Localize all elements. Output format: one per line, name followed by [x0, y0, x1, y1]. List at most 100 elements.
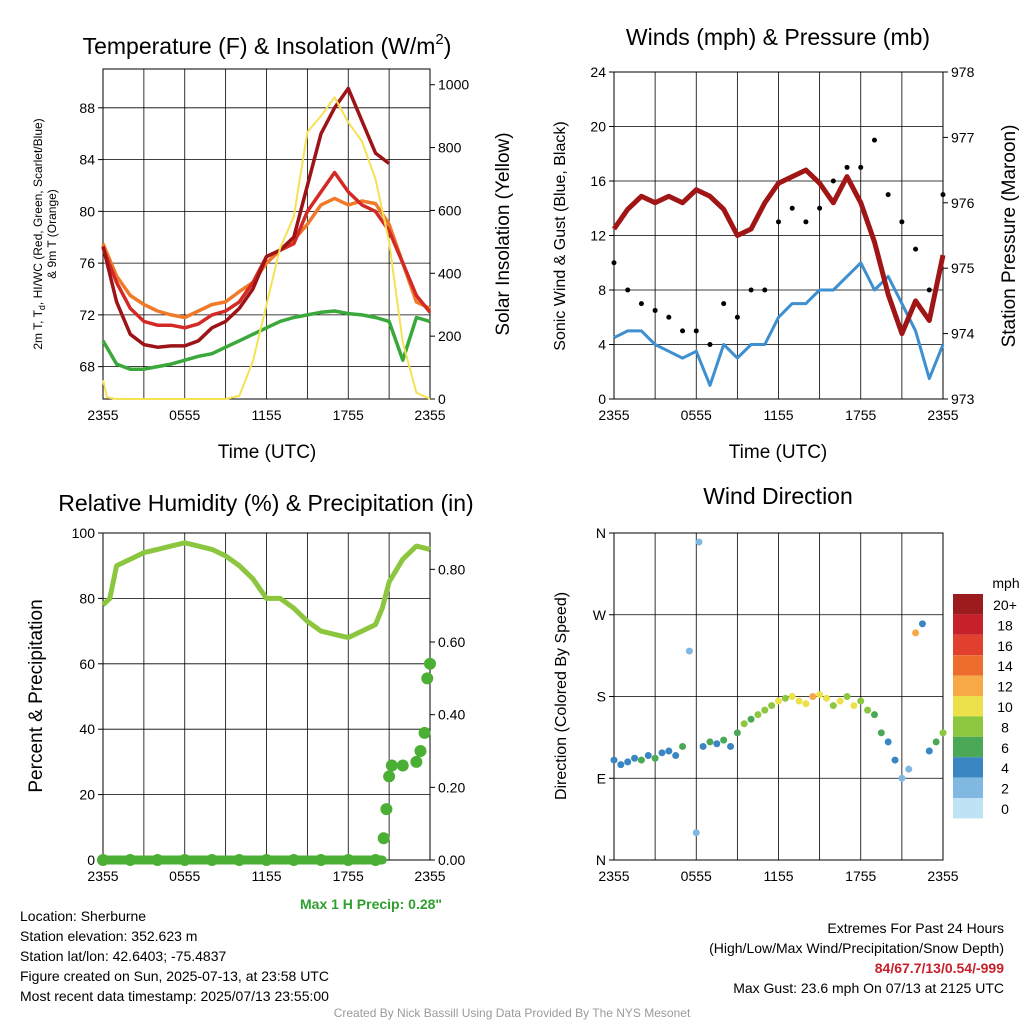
direction-point: [932, 738, 940, 746]
x-tick-label: 0555: [681, 868, 712, 884]
y2-tick-label: 0.00: [438, 852, 465, 868]
legend-swatch: [953, 798, 983, 819]
latlon-text: Station lat/lon: 42.6403; -75.4837: [20, 948, 227, 964]
wind-gust-point: [776, 219, 781, 225]
direction-point: [829, 702, 837, 710]
y-tick-label: S: [597, 689, 606, 705]
direction-point: [695, 538, 703, 546]
y2-tick-label: 200: [438, 328, 462, 344]
wind-gust-point: [789, 205, 795, 211]
legend-label: 0: [1001, 801, 1009, 817]
max-precip-label: Max 1 H Precip: 0.28": [300, 896, 443, 912]
y-tick-label: 4: [598, 337, 606, 353]
legend-swatch: [953, 594, 983, 615]
direction-point: [720, 736, 728, 744]
temp-series-line: [101, 196, 431, 320]
direction-point: [733, 729, 741, 737]
direction-point: [706, 738, 714, 746]
wind-x-ticks: 2355 0555 1155 1755 2355: [598, 407, 958, 423]
temp-y2-ticks: 0 200 400 600 800 1000: [430, 77, 469, 407]
wind-gust-point: [803, 219, 809, 225]
legend-label: 20+: [993, 597, 1017, 613]
precip-point: [206, 854, 218, 866]
y-tick-label: 76: [79, 255, 95, 271]
y2-tick-label: 400: [438, 265, 462, 281]
legend-swatch: [953, 655, 983, 676]
x-tick-label: 1155: [763, 868, 793, 884]
extremes-subtitle: (High/Low/Max Wind/Precipitation/Snow De…: [709, 940, 1004, 956]
x-tick-label: 2355: [414, 868, 445, 884]
y2-tick-label: 600: [438, 202, 462, 218]
direction-point: [809, 693, 817, 700]
temp-ylabel: 2m T, Td, HI/WC (Red, Green, Scarlet/Blu…: [31, 118, 47, 349]
direction-point: [857, 697, 865, 705]
x-tick-label: 2355: [598, 868, 629, 884]
y-tick-label: 12: [590, 228, 606, 244]
rh-series: [97, 540, 436, 866]
direction-point: [637, 756, 645, 764]
x-tick-label: 1155: [763, 407, 793, 423]
precip-point: [424, 657, 436, 670]
y-tick-label: 8: [598, 282, 606, 298]
y-tick-label: W: [593, 607, 607, 623]
wind-gust-point: [680, 328, 686, 334]
temp-x-ticks: 2355 0555 1155 1755 2355: [87, 407, 445, 423]
wind-y2-ticks: 973 974 975 976 977 978: [943, 64, 975, 407]
wind-gust-point: [885, 192, 891, 198]
precip-point: [369, 854, 382, 866]
wind-gust-point: [913, 246, 919, 252]
legend-swatch: [953, 614, 983, 635]
precip-point: [396, 759, 409, 772]
wind-gust-point: [721, 301, 727, 307]
legend-label: 8: [1001, 719, 1009, 735]
precip-point: [151, 854, 164, 866]
direction-point: [651, 754, 659, 762]
temp-panel: Temperature (F) & Insolation (W/m2) 68 72…: [31, 31, 514, 463]
direction-point: [864, 706, 872, 714]
direction-point: [781, 694, 789, 702]
wind-panel-title: Winds (mph) & Pressure (mb): [626, 24, 930, 50]
precip-point: [383, 770, 396, 783]
wind-gust-point: [940, 192, 946, 198]
wind-xlabel: Time (UTC): [729, 442, 828, 463]
legend-label: 12: [997, 679, 1013, 695]
dir-x-ticks: 2355 0555 1155 1755 2355: [598, 868, 958, 884]
x-tick-label: 1155: [251, 407, 281, 423]
y2-tick-label: 0.20: [438, 779, 465, 795]
direction-point: [685, 647, 693, 655]
dir-series: [610, 538, 947, 837]
y-tick-label: 0: [598, 391, 606, 407]
wind-gust-point: [748, 287, 754, 293]
y-tick-label: E: [597, 770, 606, 786]
legend-swatch: [953, 675, 983, 696]
direction-point: [624, 758, 632, 766]
x-tick-label: 1155: [251, 868, 281, 884]
direction-point: [877, 729, 885, 737]
direction-point: [795, 697, 803, 705]
credit-text: Created By Nick Bassill Using Data Provi…: [333, 1006, 691, 1020]
wind-gust-point: [693, 328, 699, 334]
temp-y-ticks: 68 72 76 80 84 88: [79, 100, 103, 375]
precip-point: [260, 854, 273, 866]
legend-label: 16: [997, 638, 1013, 654]
wind-gust-point: [762, 287, 768, 293]
rh-y2-ticks: 0.00 0.20 0.40 0.60 0.80: [430, 561, 465, 868]
direction-point: [905, 765, 913, 773]
direction-point: [788, 693, 796, 700]
direction-point: [884, 738, 892, 746]
direction-point: [761, 706, 769, 714]
y-tick-label: 84: [79, 152, 95, 168]
y-tick-label: 16: [590, 173, 606, 189]
legend-label: 4: [1001, 760, 1009, 776]
y-tick-label: 60: [79, 656, 95, 672]
direction-point: [692, 829, 700, 837]
legend-label: 18: [997, 617, 1013, 633]
y2-tick-label: 975: [951, 260, 975, 276]
y2-tick-label: 0.80: [438, 561, 465, 577]
precip-point: [315, 854, 327, 866]
y2-tick-label: 976: [951, 195, 975, 211]
x-tick-label: 1755: [845, 868, 876, 884]
direction-point: [740, 720, 748, 728]
y2-tick-label: 0.40: [438, 707, 465, 723]
